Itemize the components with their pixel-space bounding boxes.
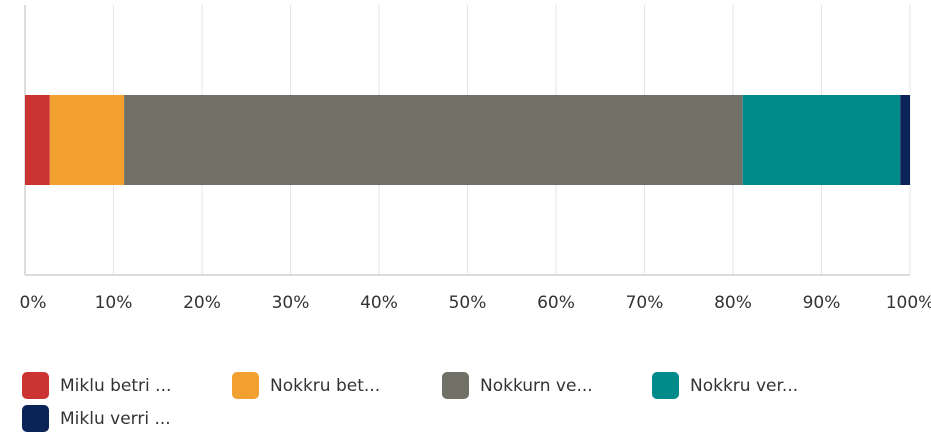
x-tick-label: 30%	[272, 293, 310, 313]
legend-label: Nokkurn ve...	[480, 376, 593, 396]
x-tick-label: 80%	[714, 293, 752, 313]
x-tick-label: 70%	[626, 293, 664, 313]
x-tick-label: 90%	[803, 293, 841, 313]
bar-segment	[742, 95, 901, 185]
legend-label: Nokkru ver...	[690, 376, 798, 396]
bar-segment	[900, 95, 910, 185]
legend-swatch	[652, 372, 679, 399]
x-tick-label: 60%	[537, 293, 575, 313]
x-tick-label: 0%	[20, 293, 47, 313]
x-tick-label: 40%	[360, 293, 398, 313]
bar-segment	[124, 95, 743, 185]
x-tick-label: 20%	[183, 293, 221, 313]
x-tick-label: 10%	[95, 293, 133, 313]
legend-swatch	[22, 372, 49, 399]
bar-segment	[49, 95, 125, 185]
x-tick-label: 100%	[886, 293, 931, 313]
bar-segment	[25, 95, 50, 185]
legend-label: Miklu verri ...	[60, 409, 171, 429]
legend-label: Miklu betri ...	[60, 376, 171, 396]
legend-swatch	[232, 372, 259, 399]
legend-label: Nokkru bet...	[270, 376, 380, 396]
legend-swatch	[442, 372, 469, 399]
legend-swatch	[22, 405, 49, 432]
x-tick-label: 50%	[449, 293, 487, 313]
